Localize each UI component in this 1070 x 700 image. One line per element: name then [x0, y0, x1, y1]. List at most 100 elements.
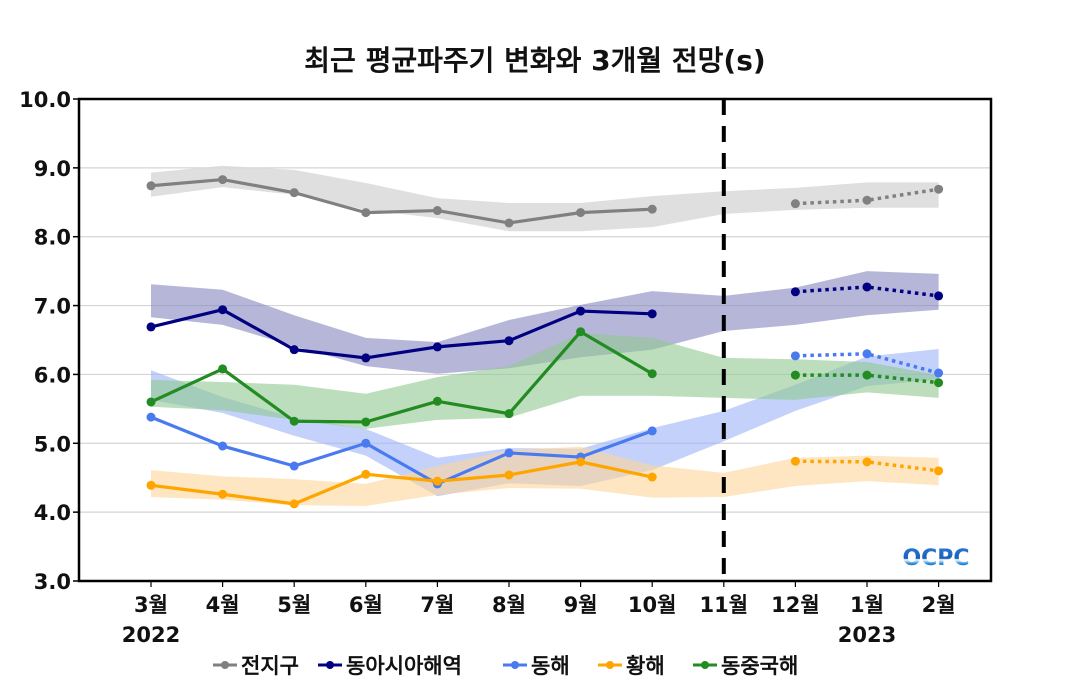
band-0 [151, 165, 939, 232]
x-axis: 3월 4월 5월 6월 7월 8월 9월 10월 11월 12월 1월 2월 2022 2023 [122, 581, 956, 647]
legend-item: 동중국해 [693, 654, 798, 678]
data-point [576, 457, 586, 467]
legend: 전지구 동아시아해역 동해 황해 동중국해 [213, 654, 798, 678]
series-line-observed-1 [150, 308, 653, 360]
data-point [862, 282, 872, 292]
data-point [504, 409, 514, 419]
logo-text: OCPC [902, 546, 969, 571]
data-point [934, 368, 944, 378]
series-lines [146, 175, 944, 509]
legend-swatch-marker [326, 661, 334, 669]
x-tick-label: 2월 [922, 593, 956, 617]
series-line-forecast-4 [795, 373, 939, 385]
legend-swatch-marker [511, 661, 519, 669]
band-1 [151, 271, 939, 374]
data-point [218, 305, 228, 315]
data-point [218, 441, 228, 451]
year-label: 2022 [122, 623, 180, 647]
data-point [146, 412, 156, 422]
x-tick-label: 4월 [206, 593, 240, 617]
x-tick-label: 10월 [628, 593, 677, 617]
data-point [576, 208, 586, 218]
data-point [647, 204, 657, 214]
data-point [361, 353, 371, 363]
legend-item: 황해 [598, 654, 665, 678]
data-point [934, 291, 944, 301]
y-tick-label: 6.0 [34, 363, 71, 387]
data-point [647, 426, 657, 436]
data-point [361, 438, 371, 448]
legend-label: 동아시아해역 [346, 654, 462, 678]
data-point [504, 448, 514, 458]
data-point [504, 218, 514, 228]
data-point [289, 188, 299, 198]
legend-item: 동아시아해역 [318, 654, 462, 678]
data-point [790, 199, 800, 209]
data-point [504, 336, 514, 346]
data-point [862, 195, 872, 205]
data-point [361, 469, 371, 479]
data-point [576, 306, 586, 316]
y-tick-label: 7.0 [34, 295, 71, 319]
band-4 [151, 333, 939, 429]
plot-frame [77, 97, 993, 583]
data-point [790, 370, 800, 380]
data-point [361, 208, 371, 218]
year-label: 2023 [838, 623, 896, 647]
x-tick-label: 11월 [700, 593, 749, 617]
series-line-forecast-0 [795, 187, 939, 206]
data-point [218, 364, 228, 374]
x-tick-label: 5월 [277, 593, 311, 617]
data-point [934, 184, 944, 194]
data-point [862, 349, 872, 359]
data-point [647, 472, 657, 482]
data-point [289, 416, 299, 426]
y-axis: 3.0 4.0 5.0 6.0 7.0 8.0 9.0 10.0 [19, 88, 79, 594]
legend-swatch-marker [701, 661, 709, 669]
x-tick-label: 8월 [492, 593, 526, 617]
data-point [576, 327, 586, 337]
legend-label: 동중국해 [721, 654, 798, 678]
data-point [218, 489, 228, 499]
y-tick-label: 9.0 [34, 157, 71, 181]
chart-title: 최근 평균파주기 변화와 3개월 전망(s) [304, 44, 765, 77]
data-point [218, 175, 228, 185]
legend-item: 동해 [503, 654, 570, 678]
series-line-forecast-3 [795, 459, 939, 473]
x-tick-label: 9월 [564, 593, 598, 617]
band-3 [151, 446, 939, 506]
y-tick-label: 3.0 [34, 570, 71, 594]
data-point [432, 206, 442, 216]
data-point [647, 309, 657, 319]
x-tick-label: 12월 [771, 593, 820, 617]
series-line-forecast-2 [795, 352, 940, 375]
legend-label: 황해 [626, 654, 665, 678]
data-point [647, 369, 657, 379]
data-point [146, 397, 156, 407]
series-line-observed-0 [150, 177, 653, 225]
data-point [146, 322, 156, 332]
legend-label: 전지구 [241, 654, 299, 678]
data-point [790, 287, 800, 297]
legend-swatch-marker [606, 661, 614, 669]
legend-swatch-marker [221, 661, 229, 669]
data-point [361, 417, 371, 427]
data-point [146, 181, 156, 191]
data-point [289, 461, 299, 471]
data-point [432, 476, 442, 486]
y-tick-label: 5.0 [34, 432, 71, 456]
x-tick-label: 7월 [420, 593, 454, 617]
data-point [504, 470, 514, 480]
data-point [432, 396, 442, 406]
data-point [934, 378, 944, 388]
series-line-observed-4 [150, 330, 654, 424]
legend-label: 동해 [531, 654, 570, 678]
data-point [862, 370, 872, 380]
legend-item: 전지구 [213, 654, 299, 678]
data-point [790, 456, 800, 466]
data-point [432, 342, 442, 352]
series-line-observed-3 [150, 460, 653, 506]
y-tick-label: 4.0 [34, 501, 71, 525]
y-tick-label: 10.0 [19, 88, 71, 112]
